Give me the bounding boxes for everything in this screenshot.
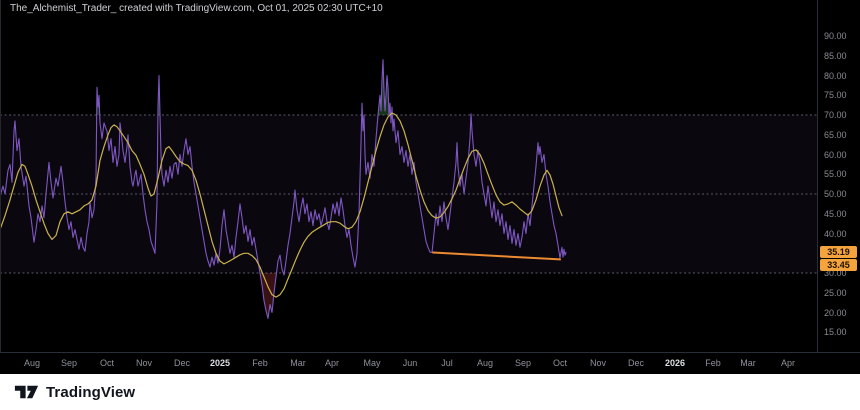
chart-canvas <box>0 59 817 319</box>
logo-glyph-seven <box>26 385 39 399</box>
price-scale-label: 40.00 <box>824 229 847 239</box>
pane-left-border <box>0 0 1 352</box>
month-label: Jun <box>402 358 418 368</box>
price-scale-label: 20.00 <box>824 308 847 318</box>
trendline-drawing[interactable] <box>432 251 561 261</box>
month-label: Dec <box>627 358 645 368</box>
logo-glyph-one <box>14 385 26 399</box>
month-label: Jul <box>441 358 453 368</box>
price-scale-label: 45.00 <box>824 209 847 219</box>
price-scale-label: 90.00 <box>824 31 847 41</box>
price-scale-label: 70.00 <box>824 110 847 120</box>
footer-bar: TradingView <box>0 374 860 410</box>
year-label: 2025 <box>209 358 231 368</box>
tradingview-logo-link[interactable]: TradingView <box>14 382 135 402</box>
time-axis[interactable]: Aug Sep Oct Nov Dec 2025 Feb Mar Apr May Jun Jul Aug… <box>0 352 860 374</box>
month-label: Feb <box>252 358 268 368</box>
month-label: May <box>363 358 381 368</box>
month-label: Oct <box>99 358 115 368</box>
price-scale-label: 65.00 <box>824 130 847 140</box>
price-scale-label: 75.00 <box>824 90 847 100</box>
price-scale-label: 50.00 <box>824 189 847 199</box>
chart-attribution-title: The_Alchemist_Trader_ created with Tradi… <box>10 3 383 14</box>
price-scale-label: 80.00 <box>824 71 847 81</box>
month-label: Apr <box>780 358 796 368</box>
month-label: Sep <box>60 358 78 368</box>
rsi-line[interactable] <box>0 59 567 319</box>
price-scale-label: 85.00 <box>824 51 847 61</box>
month-label: Feb <box>705 358 721 368</box>
price-badge: 33.45 <box>820 259 857 271</box>
month-label: Mar <box>740 358 756 368</box>
chart-pane[interactable] <box>0 0 817 352</box>
price-badge: 35.19 <box>820 246 857 258</box>
rsi-ma-line[interactable] <box>0 112 563 298</box>
month-label: Nov <box>135 358 153 368</box>
month-label: Mar <box>290 358 306 368</box>
month-label: Dec <box>173 358 191 368</box>
price-scale[interactable]: 90.00 85.00 80.00 75.00 70.00 65.00 60.00 55.00… <box>817 0 860 374</box>
price-scale-label: 60.00 <box>824 150 847 160</box>
price-scale-label: 55.00 <box>824 169 847 179</box>
month-label: Nov <box>589 358 607 368</box>
month-label: Sep <box>514 358 532 368</box>
month-label: Oct <box>552 358 568 368</box>
month-label: Aug <box>23 358 41 368</box>
month-label: Aug <box>476 358 494 368</box>
price-scale-label: 30.00 <box>824 268 847 278</box>
year-label: 2026 <box>664 358 686 368</box>
price-scale-label: 15.00 <box>824 327 847 337</box>
tradingview-mark-icon <box>14 385 39 399</box>
brand-text: TradingView <box>46 383 136 401</box>
month-label: Apr <box>324 358 340 368</box>
price-scale-label: 25.00 <box>824 288 847 298</box>
